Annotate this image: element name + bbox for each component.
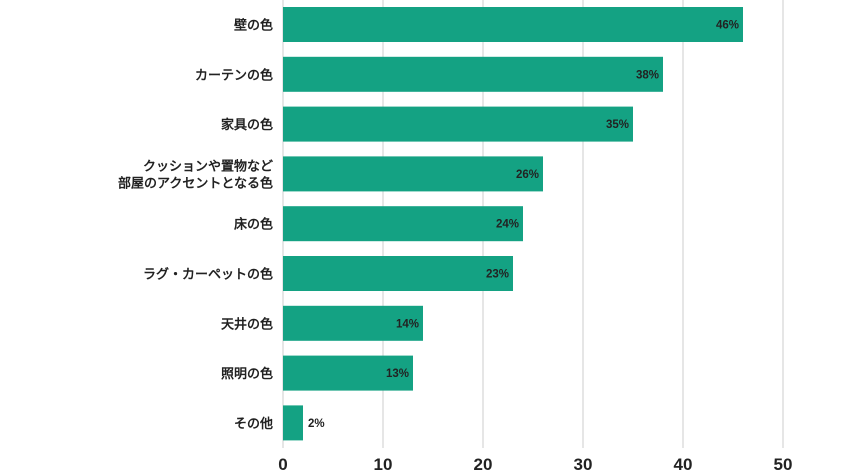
data-label: 35% [606,119,629,131]
bar [283,106,633,142]
category-label-line: 壁の色 [234,18,273,34]
category-label-line: 照明の色 [221,366,273,382]
category-label: その他 [234,416,273,432]
data-label: 2% [308,418,325,430]
category-label-line: クッションや置物など [143,158,273,174]
data-label: 14% [396,318,419,330]
bar [283,355,413,391]
category-label: 天井の色 [221,316,273,332]
x-tick-label: 40 [674,455,693,473]
x-tick-label: 30 [574,455,593,473]
data-label: 13% [386,368,409,380]
category-label-line: 天井の色 [221,316,273,332]
bar [283,56,663,92]
category-label: クッションや置物など部屋のアクセントとなる色 [118,158,273,191]
bar [283,7,743,42]
bars [283,7,743,441]
data-labels: 46% 38% 35% 26% 24% 23% 14% 13% 2% [308,20,739,430]
category-label-line: 家具の色 [221,117,273,133]
bar [283,405,303,441]
bar [283,206,523,242]
category-label: ラグ・カーペットの色 [143,267,273,283]
bar [283,156,543,192]
data-label: 26% [516,169,539,181]
x-tick-label: 20 [474,455,493,473]
data-label: 38% [636,69,659,81]
data-label: 24% [496,219,519,231]
category-label-line: その他 [234,416,273,432]
data-label: 23% [486,269,509,281]
data-label: 46% [716,20,739,32]
category-label: 床の色 [234,217,273,233]
x-tick-label: 10 [374,455,393,473]
category-label-line: 床の色 [234,217,273,233]
category-label: 照明の色 [221,366,273,382]
category-label: 家具の色 [221,117,273,133]
category-label-line: カーテンの色 [195,67,273,83]
x-axis-tick-labels: 0 10 20 30 40 50 [278,455,792,473]
category-label-line: 部屋のアクセントとなる色 [118,175,273,191]
bar [283,256,513,291]
bar [283,305,423,341]
category-labels: 壁の色カーテンの色家具の色クッションや置物など部屋のアクセントとなる色床の色ラグ… [118,18,273,432]
category-label: カーテンの色 [195,67,273,83]
category-label: 壁の色 [234,18,273,34]
category-label-line: ラグ・カーペットの色 [143,267,273,283]
x-tick-label: 0 [278,455,287,473]
x-tick-label: 50 [774,455,793,473]
